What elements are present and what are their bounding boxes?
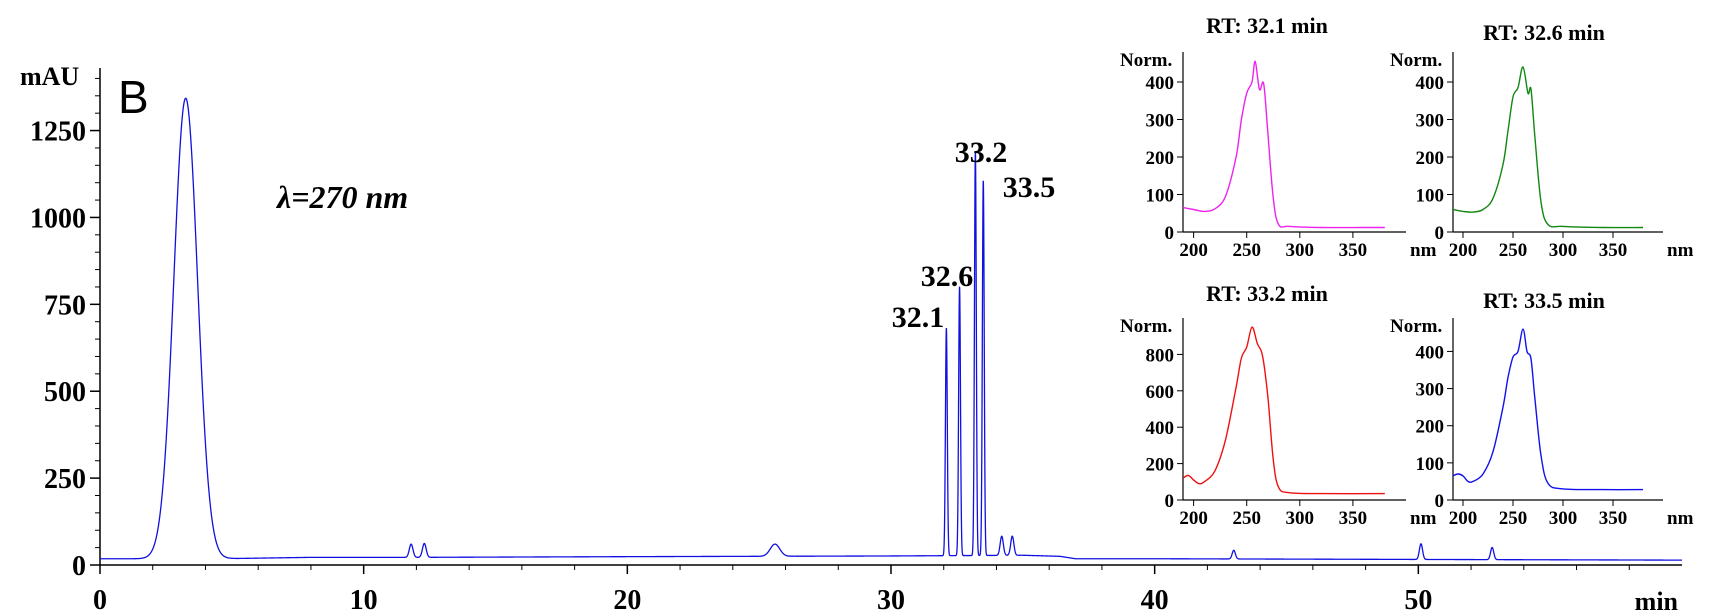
inset-y-tick-label: 400 [1146, 73, 1175, 94]
inset-y-label: Norm. [1120, 50, 1172, 71]
peak-label: 32.6 [921, 260, 974, 293]
inset-spectrum-trace [1452, 328, 1644, 491]
x-tick-label: 10 [350, 585, 378, 616]
axes [90, 68, 1682, 574]
inset-x-tick-label: 250 [1232, 508, 1261, 529]
x-tick-labels: 0 10 20 30 40 50 [93, 585, 1432, 616]
inset-y-tick-label: 0 [1165, 491, 1175, 512]
chromatogram-trace-group [100, 97, 1682, 561]
inset-y-tick-label: 300 [1416, 111, 1445, 132]
x-tick-label: 20 [613, 585, 641, 616]
inset-x-label: nm [1667, 508, 1694, 529]
inset-y-tick-label: 300 [1416, 380, 1445, 401]
inset-y-tick-label: 200 [1416, 417, 1445, 438]
inset-x-label: nm [1667, 240, 1694, 261]
inset-x-tick-label: 250 [1499, 240, 1528, 261]
inset-spectrum-trace [1182, 60, 1385, 229]
inset-x-label: nm [1410, 240, 1437, 261]
inset-x-tick-label: 200 [1449, 240, 1478, 261]
peak-label: 33.5 [1003, 171, 1056, 204]
inset-y-label: Norm. [1390, 50, 1442, 71]
inset-y-tick-label: 400 [1416, 342, 1445, 363]
y-tick-label: 0 [72, 551, 86, 582]
inset-x-tick-label: 300 [1549, 508, 1578, 529]
inset-title: RT: 33.5 min [1483, 288, 1605, 313]
inset-y-tick-label: 400 [1146, 418, 1175, 439]
inset-x-label: nm [1410, 508, 1437, 529]
y-tick-label: 1250 [30, 117, 86, 148]
inset-y-label: Norm. [1390, 316, 1442, 337]
inset-x-tick-label: 200 [1179, 508, 1208, 529]
inset-x-tick-label: 250 [1232, 240, 1261, 261]
x-tick-label: 40 [1141, 585, 1169, 616]
inset-y-tick-label: 0 [1435, 491, 1445, 512]
inset-y-tick-label: 300 [1146, 111, 1175, 132]
inset-y-tick-label: 100 [1416, 454, 1445, 475]
y-tick-label: 500 [44, 377, 86, 408]
inset-title: RT: 32.6 min [1483, 20, 1605, 45]
x-tick-label: 0 [93, 585, 107, 616]
x-axis-label: min [1635, 587, 1679, 616]
panel-label: B [118, 71, 149, 123]
inset-spectrum-trace [1452, 66, 1644, 229]
inset-y-tick-label: 100 [1416, 186, 1445, 207]
inset-y-label: Norm. [1120, 316, 1172, 337]
inset-spectrum-trace [1182, 326, 1385, 495]
peak-label: 32.1 [892, 301, 945, 334]
inset-y-tick-label: 200 [1416, 148, 1445, 169]
inset-y-tick-label: 200 [1146, 148, 1175, 169]
inset-title: RT: 32.1 min [1206, 13, 1328, 38]
inset-x-tick-label: 250 [1499, 508, 1528, 529]
peak-labels: 32.1 32.6 33.233.5 [892, 136, 1056, 334]
inset-y-tick-label: 200 [1146, 455, 1175, 476]
inset-x-tick-label: 300 [1286, 508, 1315, 529]
inset-x-tick-label: 300 [1286, 240, 1315, 261]
inset-x-tick-label: 350 [1599, 508, 1628, 529]
uv-spectrum-inset-rt-32-1: RT: 32.1 min Norm. nm 0 100 200 300 400 200 250 30… [1120, 13, 1437, 261]
inset-x-tick-label: 350 [1599, 240, 1628, 261]
y-tick-label: 250 [44, 464, 86, 495]
y-tick-label: 1000 [30, 203, 86, 234]
inset-y-tick-label: 600 [1146, 382, 1175, 403]
inset-y-tick-label: 100 [1146, 186, 1175, 207]
y-axis-label: mAU [20, 62, 79, 91]
inset-y-tick-label: 800 [1146, 345, 1175, 366]
y-tick-label: 750 [44, 290, 86, 321]
peak-label: 33.2 [955, 136, 1008, 169]
y-tick-labels: 0 250 500 750 1000 1250 [30, 117, 86, 582]
inset-y-tick-label: 0 [1435, 223, 1445, 244]
inset-x-tick-label: 200 [1179, 240, 1208, 261]
inset-y-tick-label: 400 [1416, 73, 1445, 94]
inset-y-tick-label: 0 [1165, 223, 1175, 244]
inset-x-tick-label: 300 [1549, 240, 1578, 261]
inset-title: RT: 33.2 min [1206, 281, 1328, 306]
x-tick-label: 30 [877, 585, 905, 616]
inset-x-tick-label: 350 [1339, 240, 1368, 261]
wavelength-annotation: λ=270 nm [275, 179, 408, 215]
x-tick-label: 50 [1404, 585, 1432, 616]
inset-x-tick-label: 350 [1339, 508, 1368, 529]
chromatogram-trace [100, 97, 1682, 561]
inset-x-tick-label: 200 [1449, 508, 1478, 529]
